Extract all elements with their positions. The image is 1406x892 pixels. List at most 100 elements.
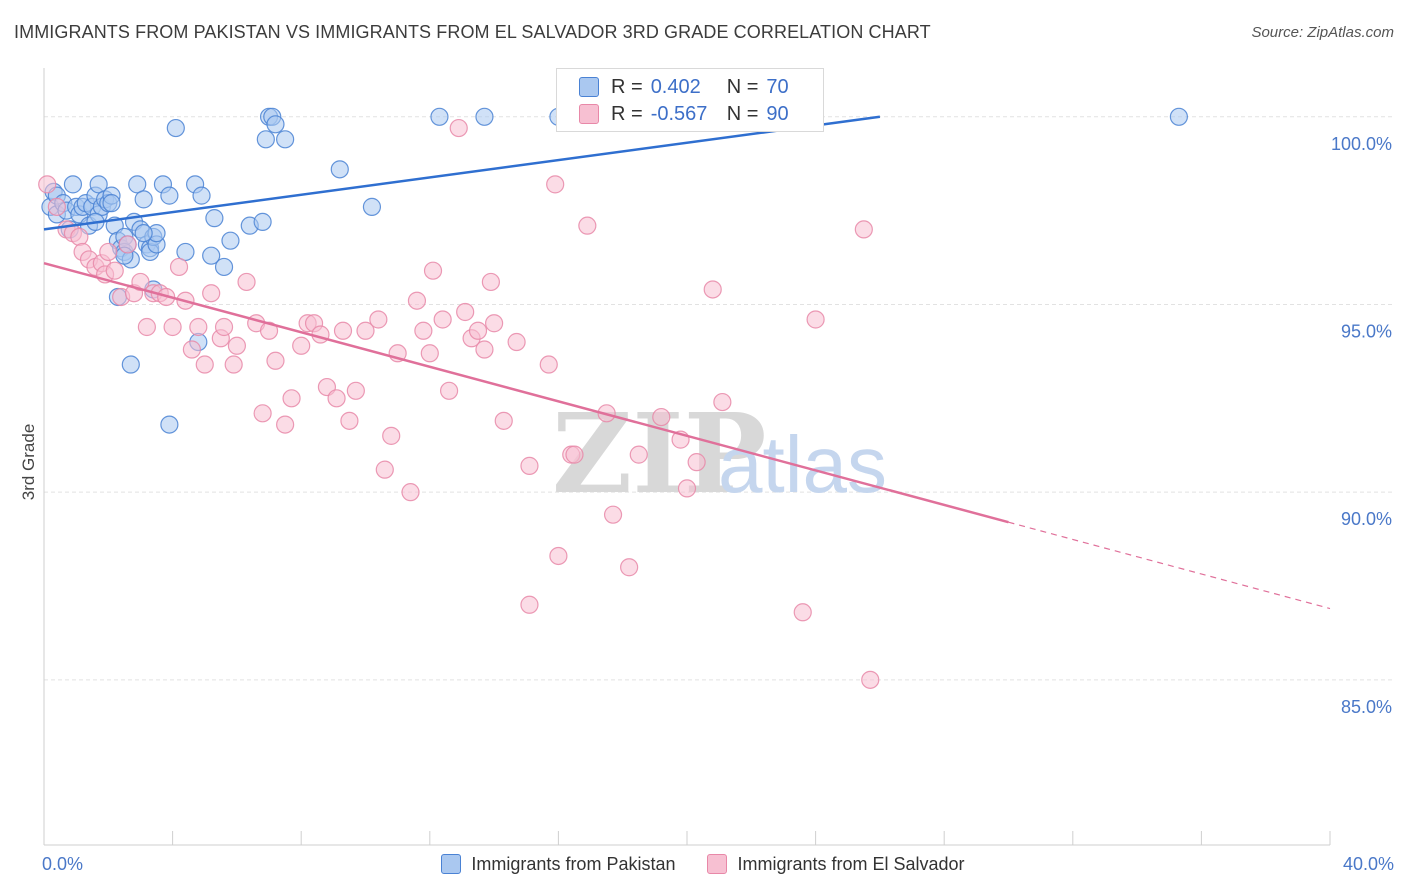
el-salvador-point: [449, 118, 468, 138]
el-salvador-point: [578, 216, 597, 235]
el-salvador-point: [214, 317, 234, 337]
el-salvador-point: [565, 445, 584, 464]
pakistan-point: [475, 107, 494, 126]
el-salvador-point: [356, 321, 375, 340]
y-tick-label: 100.0%: [1331, 134, 1392, 154]
legend-label-pakistan: Immigrants from Pakistan: [471, 853, 676, 874]
el-salvador-point: [340, 411, 359, 430]
el-salvador-point: [456, 302, 475, 322]
el-salvador-point: [163, 317, 182, 337]
pakistan-point: [160, 186, 179, 205]
el-salvador-point: [629, 445, 648, 464]
pakistan-point: [1169, 107, 1188, 126]
el-salvador-point: [202, 284, 221, 303]
pakistan-point: [63, 175, 83, 194]
el-salvador-point: [677, 479, 697, 498]
el-salvador-point: [687, 453, 706, 472]
stats-row-pakistan: R = 0.402 N = 70: [557, 74, 789, 100]
el-salvador-point: [47, 197, 66, 216]
el-salvador-point: [369, 310, 388, 329]
stats-box: R = 0.402 N = 70 R = -0.567 N = 90: [556, 68, 824, 132]
el-salvador-point: [546, 175, 565, 194]
legend-swatch-pakistan: [441, 854, 462, 874]
el-salvador-point: [70, 227, 89, 247]
tick-labels: 85.0% 90.0% 95.0% 100.0% 0.0% 40.0%: [42, 134, 1394, 874]
el-salvador-point: [401, 483, 420, 502]
pakistan-point: [128, 175, 147, 194]
el-salvador-point: [468, 321, 488, 340]
pakistan-trend-line: [43, 115, 881, 231]
el-salvador-point: [806, 310, 825, 329]
pakistan-point: [176, 242, 195, 262]
el-salvador-point: [475, 340, 494, 359]
el-salvador-point: [189, 317, 208, 337]
el-salvador-point: [494, 411, 513, 430]
el-salvador-trend-extension: [1008, 521, 1331, 610]
el-salvador-point: [182, 340, 201, 359]
el-salvador-point: [311, 325, 330, 344]
n-label: N =: [726, 75, 759, 98]
pakistan-point: [202, 246, 221, 265]
el-salvador-point: [861, 670, 880, 689]
el-salvador-point: [227, 336, 246, 355]
source-label: Source: ZipAtlas.com: [1251, 24, 1394, 41]
el-salvador-point: [423, 261, 443, 280]
pakistan-point: [214, 257, 234, 277]
el-salvador-point: [420, 344, 439, 363]
pakistan-points: [41, 107, 1188, 434]
el-salvador-point: [266, 351, 285, 370]
pakistan-point: [430, 107, 449, 126]
el-salvador-point: [620, 558, 639, 577]
legend-item-pakistan[interactable]: Immigrants from Pakistan: [441, 854, 675, 875]
el-salvador-point: [603, 505, 623, 524]
el-salvador-swatch: [579, 104, 599, 124]
y-tick-label: 95.0%: [1341, 321, 1392, 341]
el-salvador-point: [433, 310, 452, 329]
chart-title: IMMIGRANTS FROM PAKISTAN VS IMMIGRANTS F…: [14, 22, 931, 42]
pakistan-point: [276, 130, 295, 149]
n-value-el-salvador: 90: [766, 102, 789, 125]
pakistan-point: [330, 160, 349, 179]
el-salvador-point: [703, 280, 722, 299]
el-salvador-point: [407, 291, 427, 310]
el-salvador-point: [105, 261, 124, 280]
r-value-pakistan: 0.402: [650, 75, 701, 98]
el-salvador-point: [507, 332, 526, 352]
legend-item-el-salvador[interactable]: Immigrants from El Salvador: [707, 853, 965, 875]
legend: Immigrants from Pakistan Immigrants from…: [0, 850, 1406, 878]
pakistan-point: [134, 224, 153, 243]
pakistan-point: [256, 130, 275, 149]
el-salvador-point: [652, 407, 671, 427]
el-salvador-point: [276, 415, 295, 434]
el-salvador-point: [253, 404, 272, 423]
pakistan-point: [102, 194, 121, 213]
el-salvador-point: [333, 321, 353, 340]
pakistan-point: [253, 212, 272, 231]
el-salvador-point: [137, 317, 156, 337]
pakistan-point: [121, 355, 140, 374]
el-salvador-point: [259, 321, 279, 340]
el-salvador-point: [38, 175, 57, 194]
el-salvador-point: [485, 314, 504, 333]
pakistan-point: [192, 186, 211, 205]
el-salvador-point: [282, 389, 301, 408]
pakistan-swatch: [579, 77, 599, 97]
el-salvador-point: [549, 546, 568, 566]
n-label: N =: [726, 102, 759, 125]
el-salvador-point: [131, 272, 150, 292]
n-value-pakistan: 70: [766, 75, 789, 98]
el-salvador-point: [713, 392, 732, 412]
el-salvador-point: [237, 272, 256, 292]
legend-swatch-el-salvador: [707, 854, 728, 874]
r-value-el-salvador: -0.567: [650, 102, 708, 125]
el-salvador-point: [224, 355, 243, 374]
el-salvador-point: [99, 242, 118, 262]
trend-lines: [43, 115, 1331, 610]
y-tick-label: 90.0%: [1341, 509, 1392, 529]
pakistan-point: [134, 190, 153, 209]
pakistan-point: [166, 118, 185, 138]
legend-label-el-salvador: Immigrants from El Salvador: [737, 853, 965, 874]
el-salvador-point: [195, 355, 214, 374]
el-salvador-point: [439, 381, 459, 400]
